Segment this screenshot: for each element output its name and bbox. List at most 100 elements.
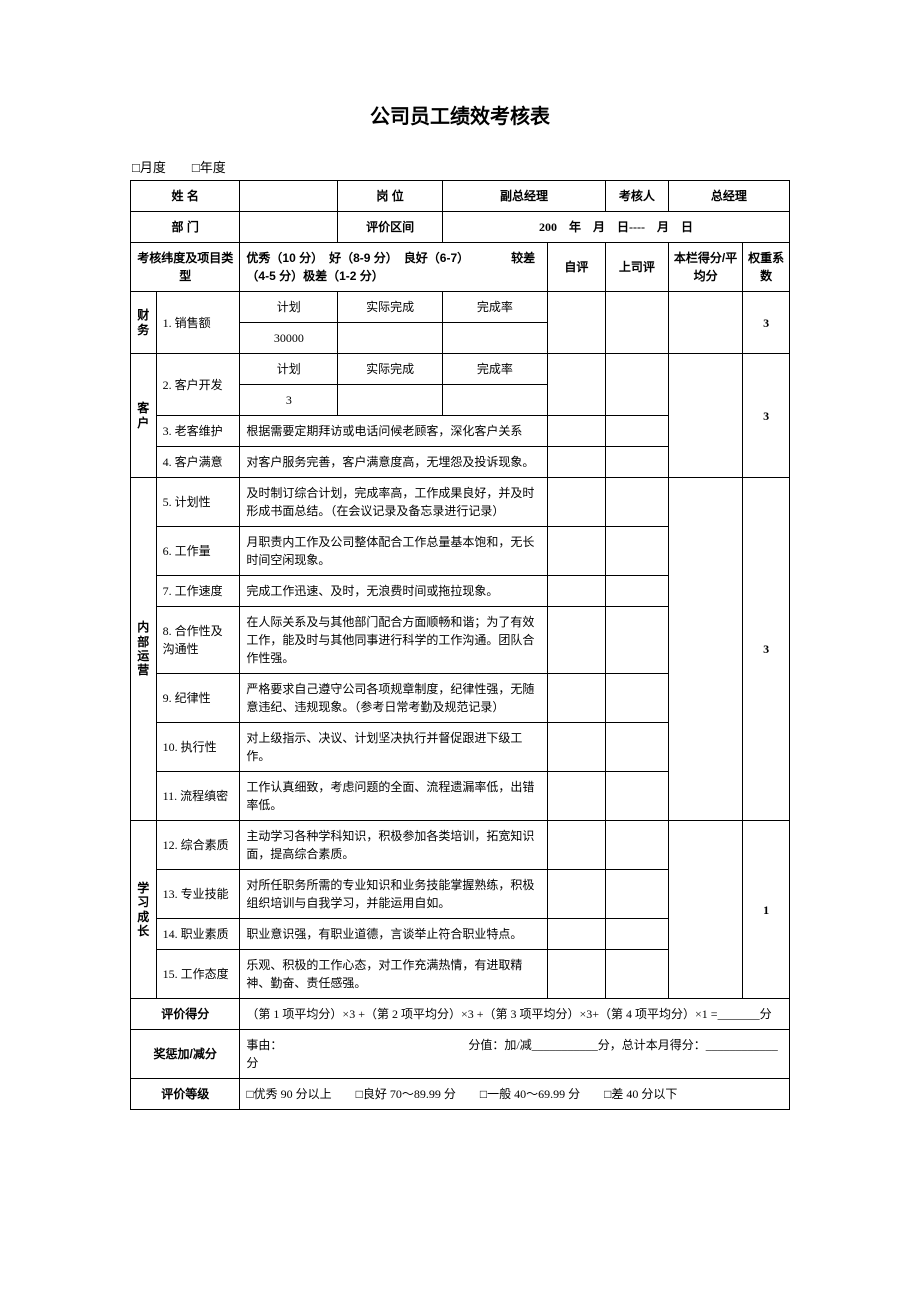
cust2-self[interactable]	[547, 354, 605, 416]
lrn14-boss[interactable]	[605, 919, 668, 950]
int-avg	[668, 478, 743, 821]
weight-header: 权重系数	[743, 243, 790, 292]
evaluation-table: 姓 名 岗 位 副总经理 考核人 总经理 部 门 评价区间 200 年 月 日-…	[130, 180, 790, 1110]
int10-self[interactable]	[547, 723, 605, 772]
cust-actual-label: 实际完成	[338, 354, 443, 385]
lrn12-self[interactable]	[547, 821, 605, 870]
column-header-row: 考核纬度及项目类型 优秀（10 分） 好（8-9 分） 良好（6-7） 较差（4…	[131, 243, 790, 292]
cust3-self[interactable]	[547, 416, 605, 447]
range-value: 200 年 月 日---- 月 日	[442, 212, 789, 243]
bonus-value: 事由： 分值：加/减___________分，总计本月得分：__________…	[240, 1030, 790, 1079]
desc-12: 主动学习各种学科知识，积极参加各类培训，拓宽知识面，提高综合素质。	[240, 821, 547, 870]
cust-rate-value[interactable]	[442, 385, 547, 416]
footer-bonus-row: 奖惩加/减分 事由： 分值：加/减___________分，总计本月得分：___…	[131, 1030, 790, 1079]
lrn15-boss[interactable]	[605, 950, 668, 999]
cust2-boss[interactable]	[605, 354, 668, 416]
lrn14-self[interactable]	[547, 919, 605, 950]
score-label: 评价得分	[131, 999, 240, 1030]
item-12: 12. 综合素质	[156, 821, 240, 870]
item-2: 2. 客户开发	[156, 354, 240, 416]
footer-grade-row: 评价等级 □优秀 90 分以上 □良好 70～89.99 分 □一般 40～69…	[131, 1079, 790, 1110]
cust4-boss[interactable]	[605, 447, 668, 478]
dim-header: 考核纬度及项目类型	[131, 243, 240, 292]
int5-self[interactable]	[547, 478, 605, 527]
rating-header: 优秀（10 分） 好（8-9 分） 良好（6-7） 较差（4-5 分）极差（1-…	[240, 243, 547, 292]
item-11: 11. 流程缜密	[156, 772, 240, 821]
int9-boss[interactable]	[605, 674, 668, 723]
int10-boss[interactable]	[605, 723, 668, 772]
page-title: 公司员工绩效考核表	[130, 100, 790, 129]
range-label: 评价区间	[338, 212, 443, 243]
customer-row-1: 客户 2. 客户开发 计划 实际完成 完成率 3	[131, 354, 790, 385]
name-label: 姓 名	[131, 181, 240, 212]
int6-boss[interactable]	[605, 527, 668, 576]
item-8: 8. 合作性及沟通性	[156, 607, 240, 674]
finance-row-1: 财务 1. 销售额 计划 实际完成 完成率 3	[131, 292, 790, 323]
dept-value	[240, 212, 338, 243]
lrn13-boss[interactable]	[605, 870, 668, 919]
int11-boss[interactable]	[605, 772, 668, 821]
item-6: 6. 工作量	[156, 527, 240, 576]
desc-15: 乐观、积极的工作心态，对工作充满热情，有进取精神、勤奋、责任感强。	[240, 950, 547, 999]
int8-boss[interactable]	[605, 607, 668, 674]
reviewer-value: 总经理	[668, 181, 789, 212]
desc-11: 工作认真细致，考虑问题的全面、流程遗漏率低，出错率低。	[240, 772, 547, 821]
cust-plan-label: 计划	[240, 354, 338, 385]
int7-boss[interactable]	[605, 576, 668, 607]
item-13: 13. 专业技能	[156, 870, 240, 919]
reviewer-label: 考核人	[605, 181, 668, 212]
item-7: 7. 工作速度	[156, 576, 240, 607]
lrn-weight: 1	[743, 821, 790, 999]
int11-self[interactable]	[547, 772, 605, 821]
cust3-boss[interactable]	[605, 416, 668, 447]
cust-avg	[668, 354, 743, 478]
header-row-2: 部 门 评价区间 200 年 月 日---- 月 日	[131, 212, 790, 243]
lrn15-self[interactable]	[547, 950, 605, 999]
boss-header: 上司评	[605, 243, 668, 292]
footer-score-row: 评价得分 （第 1 项平均分）×3 +（第 2 项平均分）×3 +（第 3 项平…	[131, 999, 790, 1030]
fin-actual-value[interactable]	[338, 323, 443, 354]
lrn13-self[interactable]	[547, 870, 605, 919]
item-10: 10. 执行性	[156, 723, 240, 772]
dept-label: 部 门	[131, 212, 240, 243]
learn-section: 学习成长	[131, 821, 157, 999]
cust-weight: 3	[743, 354, 790, 478]
desc-5: 及时制订综合计划，完成率高，工作成果良好，并及时形成书面总结。（在会议记录及备忘…	[240, 478, 547, 527]
period-selector: □月度 □年度	[130, 157, 790, 176]
item-4: 4. 客户满意	[156, 447, 240, 478]
int9-self[interactable]	[547, 674, 605, 723]
desc-13: 对所任职务所需的专业知识和业务技能掌握熟练，积极组织培训与自我学习，并能运用自如…	[240, 870, 547, 919]
cust-rate-label: 完成率	[442, 354, 547, 385]
internal-row-5: 内部运营 5. 计划性 及时制订综合计划，完成率高，工作成果良好，并及时形成书面…	[131, 478, 790, 527]
fin-rate-value[interactable]	[442, 323, 547, 354]
int6-self[interactable]	[547, 527, 605, 576]
item-14: 14. 职业素质	[156, 919, 240, 950]
int5-boss[interactable]	[605, 478, 668, 527]
bonus-label: 奖惩加/减分	[131, 1030, 240, 1079]
post-value: 副总经理	[442, 181, 605, 212]
cust4-self[interactable]	[547, 447, 605, 478]
int8-self[interactable]	[547, 607, 605, 674]
lrn12-boss[interactable]	[605, 821, 668, 870]
finance-section: 财务	[131, 292, 157, 354]
name-value	[240, 181, 338, 212]
fin-boss[interactable]	[605, 292, 668, 354]
desc-9: 严格要求自己遵守公司各项规章制度，纪律性强，无随意违纪、违规现象。（参考日常考勤…	[240, 674, 547, 723]
int7-self[interactable]	[547, 576, 605, 607]
header-row-1: 姓 名 岗 位 副总经理 考核人 总经理	[131, 181, 790, 212]
cust-plan-value: 3	[240, 385, 338, 416]
item-15: 15. 工作态度	[156, 950, 240, 999]
desc-8: 在人际关系及与其他部门配合方面顺畅和谐；为了有效工作，能及时与其他同事进行科学的…	[240, 607, 547, 674]
desc-7: 完成工作迅速、及时，无浪费时间或拖拉现象。	[240, 576, 547, 607]
fin-rate-label: 完成率	[442, 292, 547, 323]
item-1: 1. 销售额	[156, 292, 240, 354]
item-5: 5. 计划性	[156, 478, 240, 527]
avg-header: 本栏得分/平均分	[668, 243, 743, 292]
learn-row-12: 学习成长 12. 综合素质 主动学习各种学科知识，积极参加各类培训，拓宽知识面，…	[131, 821, 790, 870]
int-weight: 3	[743, 478, 790, 821]
desc-6: 月职责内工作及公司整体配合工作总量基本饱和，无长时间空闲现象。	[240, 527, 547, 576]
cust-actual-value[interactable]	[338, 385, 443, 416]
internal-section: 内部运营	[131, 478, 157, 821]
fin-self[interactable]	[547, 292, 605, 354]
self-header: 自评	[547, 243, 605, 292]
